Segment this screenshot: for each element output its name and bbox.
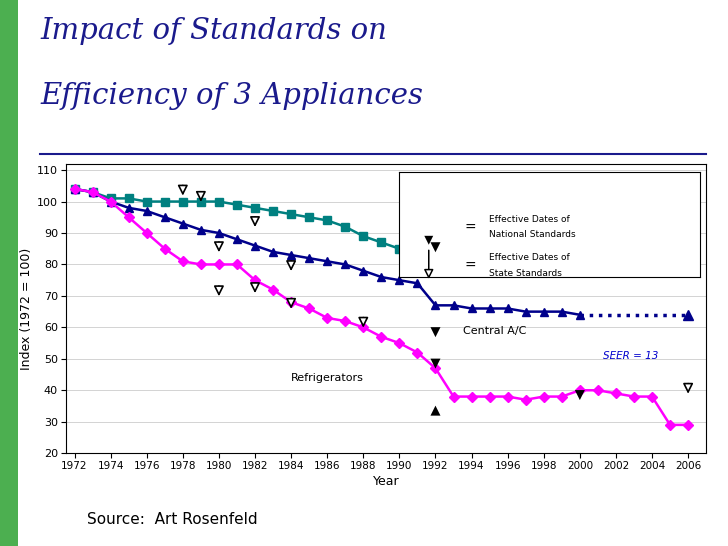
Y-axis label: Index (1972 = 100): Index (1972 = 100) bbox=[20, 247, 33, 370]
Text: Impact of Standards on: Impact of Standards on bbox=[40, 17, 387, 45]
Text: Gas Furnaces: Gas Furnaces bbox=[462, 268, 537, 277]
Text: Efficiency of 3 Appliances: Efficiency of 3 Appliances bbox=[40, 82, 423, 110]
Text: Central A/C: Central A/C bbox=[462, 325, 526, 335]
X-axis label: Year: Year bbox=[373, 475, 399, 488]
Text: Source:  Art Rosenfeld: Source: Art Rosenfeld bbox=[87, 512, 258, 527]
Text: SEER = 13: SEER = 13 bbox=[604, 351, 659, 361]
Text: Refrigerators: Refrigerators bbox=[291, 373, 364, 383]
